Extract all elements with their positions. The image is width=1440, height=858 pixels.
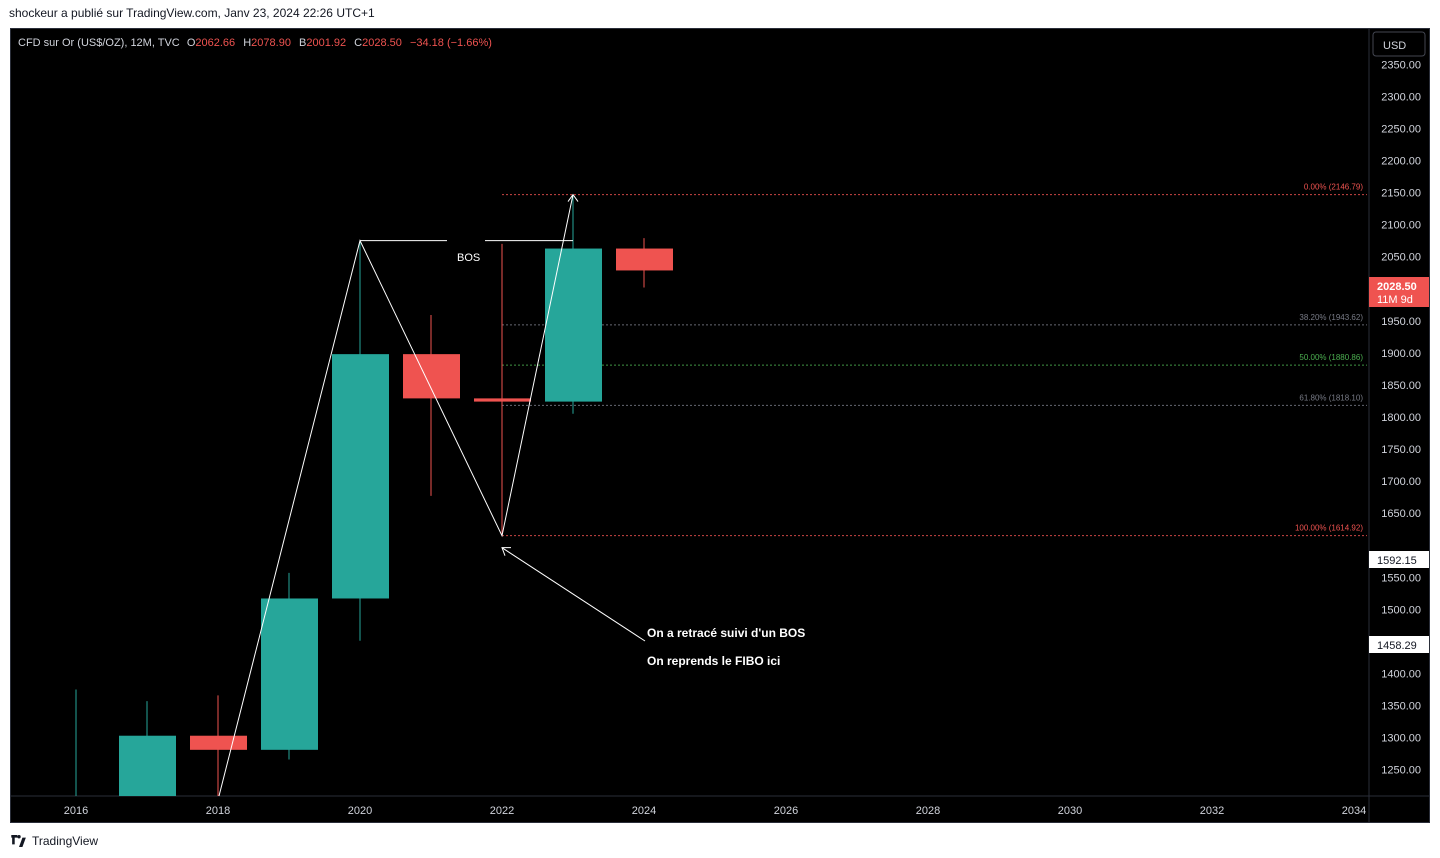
x-tick-label: 2030: [1058, 805, 1082, 817]
x-tick-label: 2026: [774, 805, 798, 817]
publish-caption: shockeur a publié sur TradingView.com, J…: [9, 6, 375, 20]
legend-change: −34.18 (−1.66%): [410, 37, 492, 49]
currency-button[interactable]: USD: [1372, 31, 1426, 57]
y-tick-label: 2350.00: [1381, 59, 1421, 71]
x-tick-label: 2032: [1200, 805, 1224, 817]
y-tick-label: 1300.00: [1381, 733, 1421, 745]
y-tick-label: 1800.00: [1381, 412, 1421, 424]
legend: CFD sur Or (US$/OZ), 12M, TVC O2062.66 H…: [18, 37, 492, 49]
candle-body: [474, 398, 531, 402]
legend-high-label: H: [243, 37, 251, 49]
chart-background: [11, 29, 1429, 822]
price-marker-1: 1592.15: [1369, 551, 1429, 568]
last-price-marker: 2028.50 11M 9d: [1369, 277, 1429, 307]
candle-body: [332, 354, 389, 599]
x-tick-label: 2022: [490, 805, 514, 817]
legend-low-value: 2001.92: [306, 37, 346, 49]
zigzag-line: [218, 194, 574, 797]
price-marker-2: 1458.29: [1369, 636, 1429, 653]
time-axis[interactable]: 2016 2018 2020 2022 2024 2026 2028 2030 2032 2034: [64, 805, 1366, 817]
legend-low-label: B: [299, 37, 306, 49]
legend-close-value: 2028.50: [362, 37, 402, 49]
price-chart[interactable]: 0.00% (2146.79) 38.20% (1943.62) 50.00% (1…: [11, 29, 1429, 839]
y-tick-label: 1500.00: [1381, 604, 1421, 616]
y-tick-label: 1350.00: [1381, 701, 1421, 713]
fibonacci-retracement[interactable]: 0.00% (2146.79) 38.20% (1943.62) 50.00% (1…: [502, 183, 1367, 537]
x-tick-label: 2034: [1342, 805, 1366, 817]
zigzag-arrowhead: [567, 193, 579, 202]
x-tick-label: 2016: [64, 805, 88, 817]
legend-symbol: CFD sur Or (US$/OZ), 12M, TVC: [18, 37, 180, 49]
y-tick-label: 1850.00: [1381, 380, 1421, 392]
brand-name: TradingView: [32, 834, 99, 848]
y-tick-label: 2200.00: [1381, 155, 1421, 167]
candle-body: [190, 735, 247, 750]
y-tick-label: 2300.00: [1381, 91, 1421, 103]
last-price-value: 2028.50: [1377, 281, 1417, 293]
legend-high-value: 2078.90: [251, 37, 291, 49]
fib-level-label: 61.80% (1818.10): [1299, 393, 1363, 402]
legend-open-label: O: [187, 37, 196, 49]
bos-label: BOS: [457, 252, 480, 264]
x-tick-label: 2024: [632, 805, 656, 817]
y-tick-label: 1650.00: [1381, 508, 1421, 520]
note-line-1: On a retracé suivi d'un BOS: [647, 626, 805, 640]
y-tick-label: 1250.00: [1381, 765, 1421, 777]
candle-body: [616, 248, 673, 271]
candle-body: [261, 598, 318, 750]
y-tick-label: 1750.00: [1381, 444, 1421, 456]
y-tick-label: 1900.00: [1381, 348, 1421, 360]
y-tick-label: 2050.00: [1381, 252, 1421, 264]
tradingview-logo-icon: [11, 835, 26, 847]
last-price-countdown: 11M 9d: [1377, 294, 1413, 306]
y-tick-label: 2100.00: [1381, 220, 1421, 232]
chart-frame[interactable]: 0.00% (2146.79) 38.20% (1943.62) 50.00% (1…: [10, 28, 1430, 839]
candle-body: [119, 735, 176, 796]
price-marker-2-value: 1458.29: [1377, 640, 1417, 652]
y-tick-label: 2250.00: [1381, 123, 1421, 135]
y-tick-label: 1550.00: [1381, 572, 1421, 584]
legend-open-value: 2062.66: [195, 37, 235, 49]
legend-close-label: C: [354, 37, 362, 49]
currency-label: USD: [1383, 40, 1406, 52]
candles: [48, 194, 673, 839]
x-tick-label: 2020: [348, 805, 372, 817]
y-tick-label: 1700.00: [1381, 476, 1421, 488]
brand-footer[interactable]: TradingView: [10, 832, 98, 850]
note-arrow-line: [501, 547, 646, 642]
candle-body: [403, 354, 460, 399]
price-marker-1-value: 1592.15: [1377, 555, 1417, 567]
fib-level-label: 38.20% (1943.62): [1299, 313, 1363, 322]
price-axis[interactable]: 1250.001300.001350.001400.001450.001500.…: [1381, 59, 1421, 776]
fib-level-label: 0.00% (2146.79): [1304, 183, 1363, 192]
y-tick-label: 1400.00: [1381, 669, 1421, 681]
fib-level-label: 50.00% (1880.86): [1299, 353, 1363, 362]
fib-level-label: 100.00% (1614.92): [1295, 524, 1363, 533]
drawings[interactable]: [218, 193, 646, 797]
x-tick-label: 2018: [206, 805, 230, 817]
note-line-2: On reprends le FIBO ici: [647, 654, 780, 668]
candle-body: [545, 248, 602, 402]
y-tick-label: 1950.00: [1381, 316, 1421, 328]
note-arrowhead: [501, 547, 511, 556]
x-tick-label: 2028: [916, 805, 940, 817]
y-tick-label: 2150.00: [1381, 188, 1421, 200]
